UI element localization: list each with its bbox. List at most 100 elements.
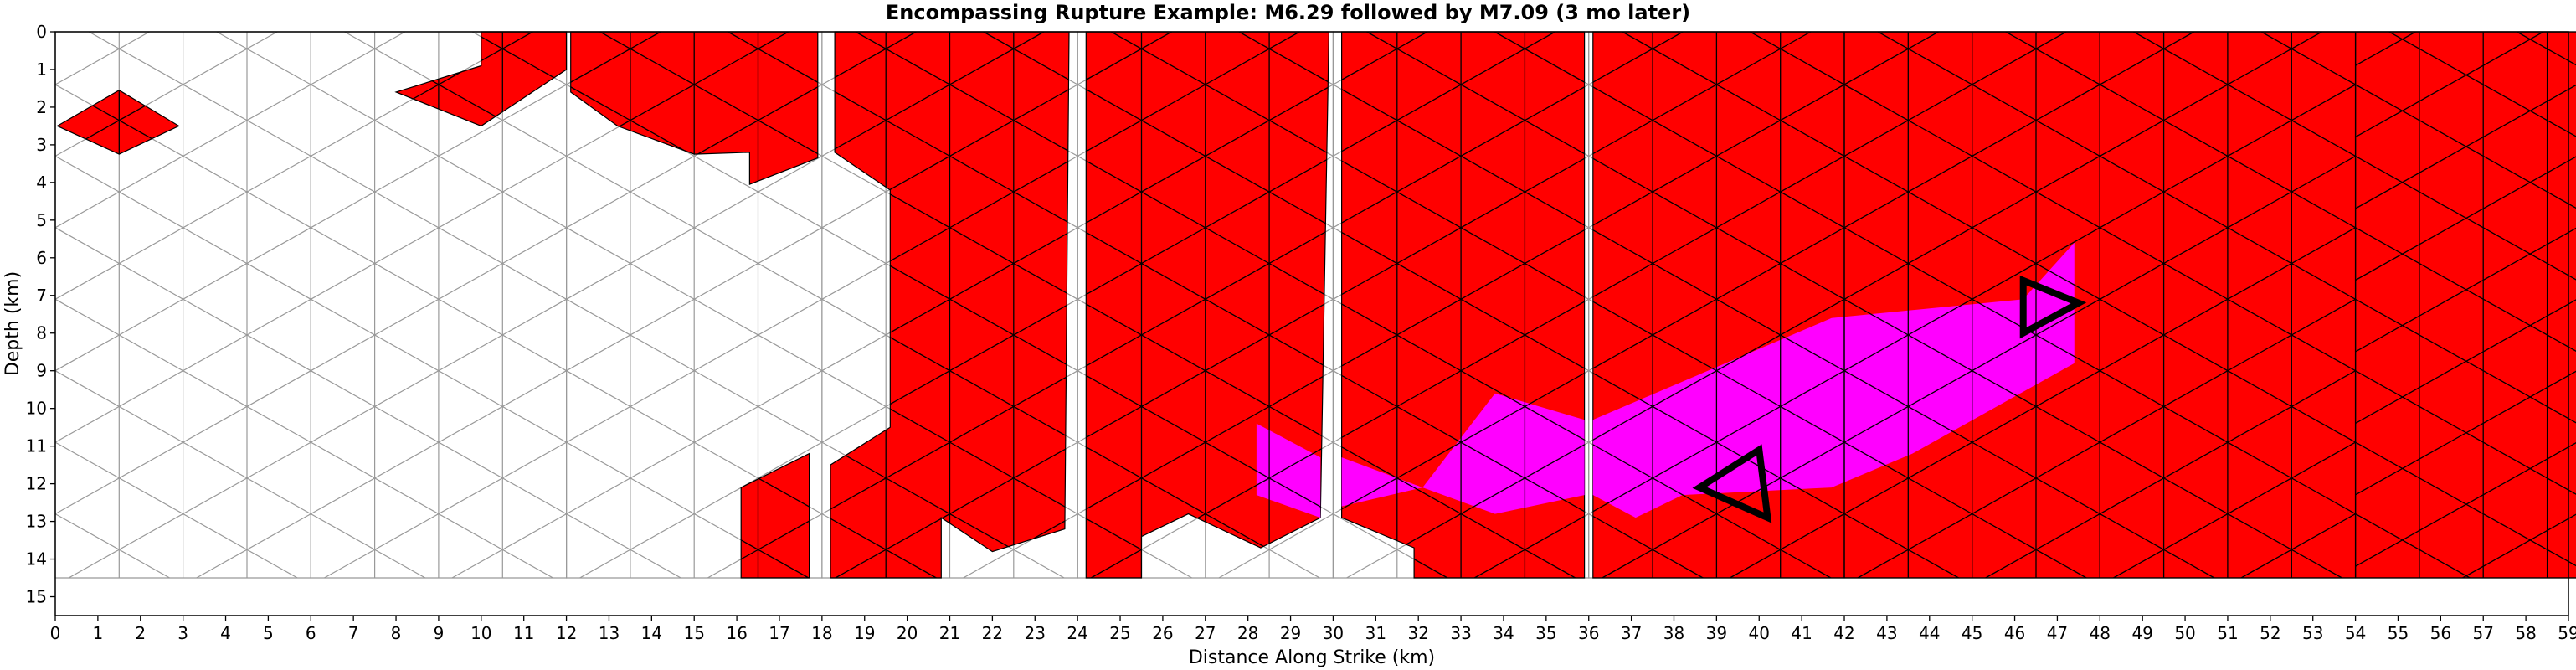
x-tick-label: 37 bbox=[1621, 623, 1642, 643]
second-rupture-patch-c bbox=[1592, 242, 2075, 518]
mesh-edge bbox=[2099, 32, 2322, 157]
mesh-edge bbox=[2462, 513, 2576, 578]
mesh-edge bbox=[1110, 32, 1334, 157]
section-outline bbox=[2099, 32, 2357, 578]
x-tick-label: 31 bbox=[1365, 623, 1386, 643]
mesh-edge bbox=[2355, 227, 2576, 353]
y-tick-label: 0 bbox=[36, 22, 47, 42]
mesh-edge bbox=[2517, 32, 2576, 66]
mesh-edge bbox=[2355, 84, 2576, 209]
mesh-edge bbox=[1602, 441, 1845, 578]
x-tick-label: 40 bbox=[1749, 623, 1770, 643]
mesh-edge bbox=[2240, 513, 2356, 578]
x-tick-label: 42 bbox=[1833, 623, 1854, 643]
mesh-edge bbox=[311, 84, 567, 229]
x-tick-label: 53 bbox=[2302, 623, 2323, 643]
y-tick-label: 9 bbox=[36, 361, 47, 381]
mesh-edge bbox=[2099, 298, 2356, 443]
mesh-edge bbox=[1077, 32, 1172, 85]
mesh-edge bbox=[566, 513, 681, 579]
mesh-edge bbox=[54, 31, 150, 85]
mesh-edge bbox=[1730, 513, 1845, 578]
x-tick-label: 49 bbox=[2131, 623, 2152, 643]
mesh-edge bbox=[1077, 298, 1334, 443]
y-tick-label: 12 bbox=[26, 474, 47, 494]
mesh-edge bbox=[311, 227, 567, 372]
x-tick-label: 57 bbox=[2473, 623, 2494, 643]
mesh-section bbox=[310, 31, 568, 579]
mesh-edge bbox=[196, 513, 311, 579]
mesh-edge bbox=[1333, 227, 1590, 372]
x-tick-label: 35 bbox=[1535, 623, 1556, 643]
x-tick-label: 34 bbox=[1493, 623, 1514, 643]
x-tick-label: 5 bbox=[263, 623, 274, 643]
mesh-edge bbox=[1333, 441, 1576, 578]
mesh-edge bbox=[821, 32, 917, 85]
x-tick-label: 59 bbox=[2558, 623, 2576, 643]
y-tick-label: 3 bbox=[36, 135, 47, 155]
x-tick-label: 2 bbox=[135, 623, 146, 643]
y-tick-label: 4 bbox=[36, 173, 47, 193]
mesh-edge bbox=[54, 155, 311, 300]
mesh-edge bbox=[1843, 155, 2100, 300]
mesh-edge bbox=[566, 298, 823, 443]
mesh-edge bbox=[1843, 298, 2100, 443]
mesh-edge bbox=[311, 441, 553, 579]
mesh-edge bbox=[2099, 227, 2356, 372]
x-tick-label: 22 bbox=[982, 623, 1003, 643]
mesh-edge bbox=[1333, 370, 1590, 515]
mesh-edge bbox=[728, 32, 823, 85]
x-tick-label: 25 bbox=[1109, 623, 1130, 643]
mesh-edge bbox=[1985, 513, 2100, 578]
mesh-edge bbox=[311, 370, 567, 515]
mesh-edge bbox=[311, 31, 406, 85]
second-rupture-patch-a bbox=[1256, 423, 1321, 518]
y-tick-label: 6 bbox=[36, 248, 47, 268]
mesh-edge bbox=[1588, 155, 1845, 300]
mesh-edge bbox=[566, 370, 823, 515]
x-tick-label: 48 bbox=[2090, 623, 2111, 643]
x-tick-label: 6 bbox=[306, 623, 316, 643]
x-tick-label: 0 bbox=[50, 623, 61, 643]
section-outline bbox=[2354, 32, 2576, 578]
mesh-edge bbox=[2099, 84, 2356, 229]
hypocenter-triangle bbox=[1692, 444, 1772, 523]
mesh-edge bbox=[1218, 513, 1334, 579]
mesh-edge bbox=[2355, 32, 2544, 138]
mesh-edge bbox=[599, 32, 823, 157]
x-tick-label: 41 bbox=[1791, 623, 1812, 643]
x-tick-label: 51 bbox=[2217, 623, 2238, 643]
mesh-edge bbox=[1077, 84, 1334, 229]
section-outline bbox=[1843, 32, 2100, 578]
mesh-edge bbox=[1622, 32, 1845, 157]
x-tick-label: 30 bbox=[1323, 623, 1344, 643]
x-axis-label: Distance Along Strike (km) bbox=[1189, 647, 1435, 668]
x-tick-label: 4 bbox=[220, 623, 231, 643]
x-tick-label: 19 bbox=[854, 623, 875, 643]
y-tick-label: 10 bbox=[26, 399, 47, 419]
x-tick-label: 13 bbox=[599, 623, 620, 643]
x-tick-label: 46 bbox=[2004, 623, 2025, 643]
mesh-edge bbox=[2099, 513, 2215, 578]
mesh-edge bbox=[1333, 32, 1555, 157]
mesh-edge bbox=[2005, 32, 2100, 85]
mesh-edge bbox=[2099, 32, 2195, 85]
x-axis-ticks: 0 1 2 3 4 5 6 7 8 9 10 11 12 13 14 15 16 17 18 19 20 21 22 23 24… bbox=[50, 616, 2576, 643]
x-tick-label: 18 bbox=[811, 623, 832, 643]
x-tick-label: 28 bbox=[1237, 623, 1258, 643]
mesh-edge bbox=[1333, 32, 1428, 85]
x-tick-label: 26 bbox=[1152, 623, 1173, 643]
x-tick-label: 1 bbox=[93, 623, 104, 643]
first-rupture-patch-b bbox=[394, 31, 568, 127]
mesh-edge bbox=[835, 441, 1078, 578]
y-axis-label: Depth (km) bbox=[3, 271, 23, 376]
mesh-edge bbox=[2355, 32, 2416, 66]
mesh-edge bbox=[311, 298, 567, 443]
mesh-edge bbox=[1843, 227, 2100, 372]
hypocenter-triangle bbox=[2019, 275, 2087, 339]
x-tick-label: 29 bbox=[1280, 623, 1301, 643]
mesh-edge bbox=[54, 370, 311, 515]
mesh-edge bbox=[2388, 32, 2576, 138]
mesh-edge bbox=[566, 227, 823, 372]
